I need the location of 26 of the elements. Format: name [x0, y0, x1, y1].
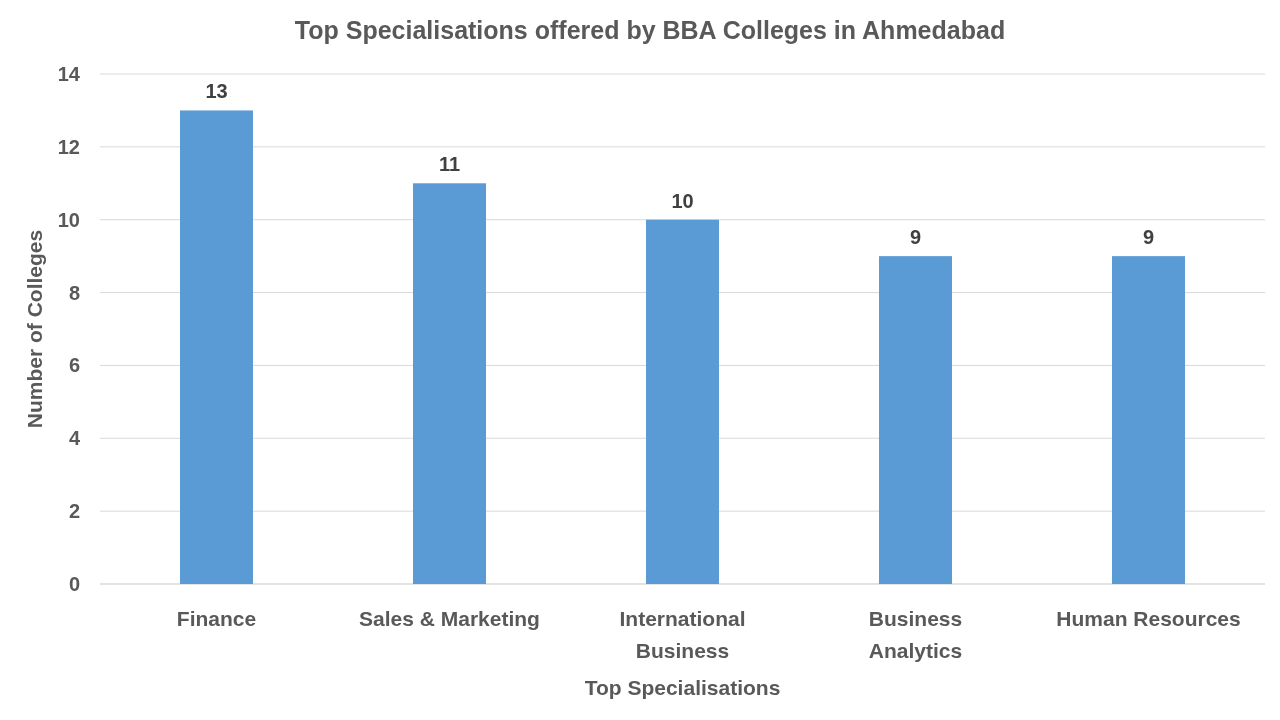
x-tick-label: Business Analytics: [868, 607, 963, 662]
bar: [879, 256, 952, 584]
y-axis-title: Number of Colleges: [23, 229, 46, 429]
data-label: 10: [671, 189, 694, 212]
bar: [413, 183, 486, 584]
x-tick-label: Finance: [176, 607, 257, 630]
bar: [1112, 256, 1185, 584]
bar: [180, 110, 253, 584]
data-label: 9: [909, 226, 922, 249]
data-label: 11: [438, 153, 461, 176]
y-tick-label: 10: [57, 208, 80, 231]
chart-title: Top Specialisations offered by BBA Colleges in Ahmedabad: [294, 16, 1006, 44]
y-tick-label: 8: [68, 281, 80, 304]
y-tick-label: 6: [68, 354, 80, 377]
y-tick-label: 0: [68, 573, 80, 595]
bar: [646, 219, 719, 584]
data-label: 13: [205, 80, 228, 103]
y-tick-label: 4: [68, 427, 81, 450]
x-axis-title: Top Specialisations: [584, 676, 781, 699]
x-tick-label: International Business: [619, 607, 746, 662]
x-tick-label: Sales & Marketing: [359, 607, 540, 630]
y-tick-label: 14: [57, 63, 81, 85]
x-tick-label: Human Resources: [1056, 607, 1241, 630]
y-tick-label: 12: [57, 135, 80, 158]
data-label: 9: [1142, 226, 1155, 249]
y-tick-label: 2: [68, 500, 80, 523]
